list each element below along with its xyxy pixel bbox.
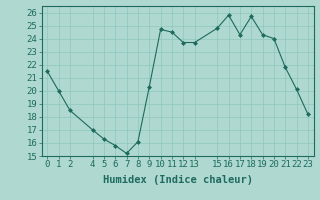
X-axis label: Humidex (Indice chaleur): Humidex (Indice chaleur) bbox=[103, 175, 252, 185]
